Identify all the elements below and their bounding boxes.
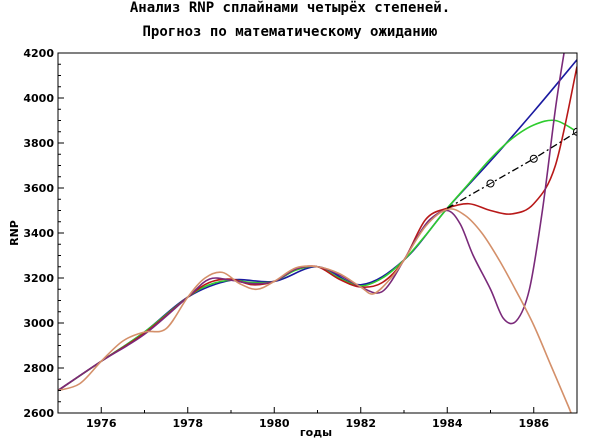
- y-tick-label-4: 3400: [23, 227, 54, 240]
- x-tick-label-2: 1980: [259, 417, 290, 430]
- series-line-6: [446, 131, 577, 209]
- y-tick-label-5: 3600: [23, 182, 54, 195]
- series-marker-cross-6-3: [574, 131, 577, 134]
- series-marker-cross-6-2: [530, 156, 537, 161]
- x-tick-label-5: 1986: [518, 417, 549, 430]
- x-tick-label-3: 1982: [345, 417, 376, 430]
- y-tick-label-0: 2600: [23, 407, 54, 420]
- y-tick-label-1: 2800: [23, 362, 54, 375]
- y-tick-label-3: 3200: [23, 272, 54, 285]
- x-axis: 1976 1978 1980 1982 1984 1986: [57, 407, 578, 430]
- series-line-5: [58, 208, 572, 413]
- y-tick-label-8: 4200: [23, 47, 54, 60]
- y-axis-label: RNP: [8, 220, 21, 246]
- y-tick-label-2: 3000: [23, 317, 54, 330]
- chart-subtitle: Прогноз по математическому ожиданию: [142, 24, 437, 40]
- y-tick-label-6: 3800: [23, 137, 54, 150]
- plot-series: [58, 53, 577, 413]
- x-tick-label-0: 1976: [86, 417, 117, 430]
- series-line-3: [58, 66, 577, 392]
- chart-title: Анализ RNP сплайнами четырёх степеней.: [130, 0, 450, 16]
- series-marker-cross-6-1: [487, 181, 494, 186]
- x-tick-label-1: 1978: [172, 417, 203, 430]
- series-line-2: [58, 119, 577, 392]
- series-marker-6-3: [573, 127, 577, 136]
- y-axis: 2600 2800 3000 3200 3400 3600 3800 4000 4200: [23, 47, 64, 420]
- x-tick-label-4: 1984: [432, 417, 463, 430]
- plot-frame: [57, 52, 578, 414]
- y-tick-label-7: 4000: [23, 92, 54, 105]
- x-axis-label: годы: [300, 426, 332, 438]
